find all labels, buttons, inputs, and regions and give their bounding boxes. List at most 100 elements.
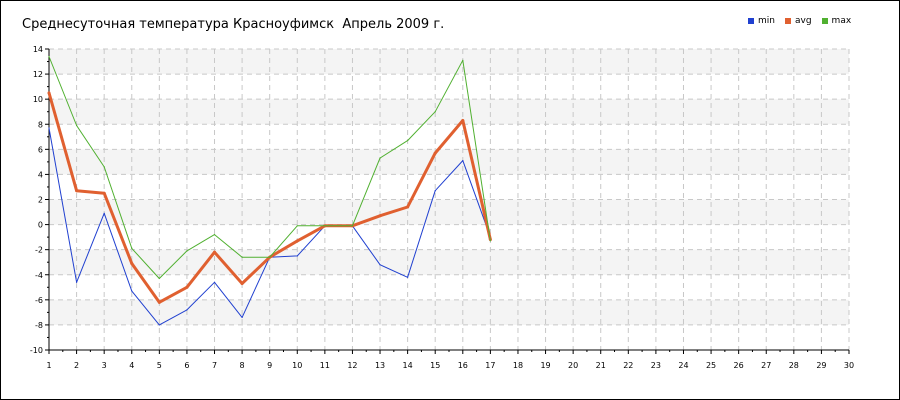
x-tick-label: 2 — [74, 361, 79, 370]
data-point-max — [489, 240, 491, 242]
x-tick-label: 11 — [320, 361, 330, 370]
data-point-min — [379, 264, 381, 266]
data-point-avg — [378, 214, 382, 218]
data-point-avg — [213, 250, 217, 254]
y-tick-label: -6 — [35, 296, 43, 305]
data-point-min — [131, 290, 133, 292]
x-tick-label: 24 — [678, 361, 688, 370]
data-point-min — [158, 324, 160, 326]
x-tick-label: 5 — [157, 361, 162, 370]
data-point-avg — [461, 118, 465, 122]
x-tick-label: 13 — [375, 361, 385, 370]
x-tick-label: 18 — [513, 361, 523, 370]
grid-band — [49, 149, 849, 175]
data-point-max — [379, 157, 381, 159]
data-point-avg — [295, 239, 299, 243]
x-tick-label: 27 — [761, 361, 771, 370]
y-tick-label: 12 — [33, 70, 43, 79]
data-point-avg — [185, 285, 189, 289]
data-point-max — [407, 139, 409, 142]
data-point-min — [103, 212, 105, 214]
x-tick-label: 22 — [623, 361, 633, 370]
data-point-avg — [157, 300, 161, 304]
y-tick-label: 14 — [33, 45, 43, 54]
data-point-max — [241, 256, 243, 258]
x-tick-label: 28 — [789, 361, 799, 370]
x-tick-label: 25 — [706, 361, 716, 370]
data-point-avg — [102, 191, 106, 195]
x-tick-label: 15 — [430, 361, 440, 370]
data-point-min — [241, 316, 243, 318]
grid-band — [49, 49, 849, 75]
grid-band — [49, 299, 849, 325]
x-tick-label: 4 — [129, 361, 134, 370]
data-point-max — [103, 166, 105, 168]
x-tick-label: 6 — [184, 361, 189, 370]
legend-label-min: min — [758, 16, 775, 26]
y-tick-label: -10 — [30, 346, 43, 355]
data-point-min — [296, 255, 298, 257]
data-point-min — [75, 281, 78, 283]
legend-label-avg: avg — [794, 16, 812, 26]
x-tick-label: 21 — [596, 361, 606, 370]
y-tick-label: 2 — [38, 196, 43, 205]
x-tick-label: 23 — [651, 361, 661, 370]
chart-title: Среднесуточная температура Красноуфимск … — [22, 17, 445, 32]
legend-item-max: max — [821, 16, 852, 26]
data-point-min — [48, 127, 50, 129]
data-point-max — [186, 250, 188, 252]
x-tick-label: 20 — [568, 361, 578, 370]
data-point-max — [462, 59, 464, 61]
grid-band — [49, 249, 849, 275]
data-point-min — [462, 160, 464, 162]
data-point-max — [324, 225, 326, 227]
data-point-max — [434, 111, 436, 113]
x-tick-label: 29 — [816, 361, 826, 370]
data-point-max — [351, 225, 354, 227]
x-tick-label: 1 — [46, 361, 51, 370]
data-point-max — [296, 225, 298, 227]
x-tick-label: 12 — [347, 361, 357, 370]
x-tick-label: 8 — [240, 361, 245, 370]
x-tick-label: 10 — [292, 361, 302, 370]
data-point-min — [434, 190, 436, 192]
legend-swatch-min — [748, 18, 754, 24]
y-tick-label: 8 — [38, 120, 43, 129]
y-tick-label: -4 — [35, 271, 43, 280]
data-point-max — [213, 234, 216, 236]
x-tick-label: 17 — [485, 361, 495, 370]
data-point-avg — [406, 205, 410, 209]
y-tick-label: 0 — [38, 221, 43, 230]
x-tick-label: 14 — [403, 361, 413, 370]
x-tick-label: 16 — [458, 361, 468, 370]
chart-legend: min avg max — [748, 16, 851, 26]
data-point-min — [407, 276, 409, 278]
x-tick-label: 26 — [734, 361, 744, 370]
data-point-avg — [433, 151, 437, 155]
legend-label-max: max — [831, 16, 852, 26]
data-point-min — [213, 281, 216, 283]
y-tick-label: 6 — [38, 145, 43, 154]
x-tick-label: 7 — [212, 361, 217, 370]
data-point-max — [158, 277, 160, 280]
legend-item-min: min — [748, 16, 775, 26]
data-point-max — [269, 256, 271, 258]
y-tick-label: 10 — [33, 95, 43, 104]
data-point-avg — [75, 189, 79, 193]
data-point-avg — [47, 91, 51, 95]
data-point-max — [48, 55, 50, 58]
data-point-max — [131, 247, 133, 250]
x-tick-label: 30 — [844, 361, 854, 370]
grid-band — [49, 199, 849, 225]
data-point-avg — [240, 282, 244, 286]
y-tick-label: -8 — [35, 321, 43, 330]
data-point-min — [186, 309, 188, 311]
y-tick-label: 4 — [38, 170, 43, 179]
legend-swatch-avg — [784, 18, 791, 24]
x-tick-label: 9 — [267, 361, 272, 370]
data-point-max — [75, 124, 78, 127]
legend-swatch-max — [821, 18, 828, 24]
y-tick-label: -2 — [35, 246, 43, 255]
legend-item-avg: avg — [784, 16, 812, 26]
